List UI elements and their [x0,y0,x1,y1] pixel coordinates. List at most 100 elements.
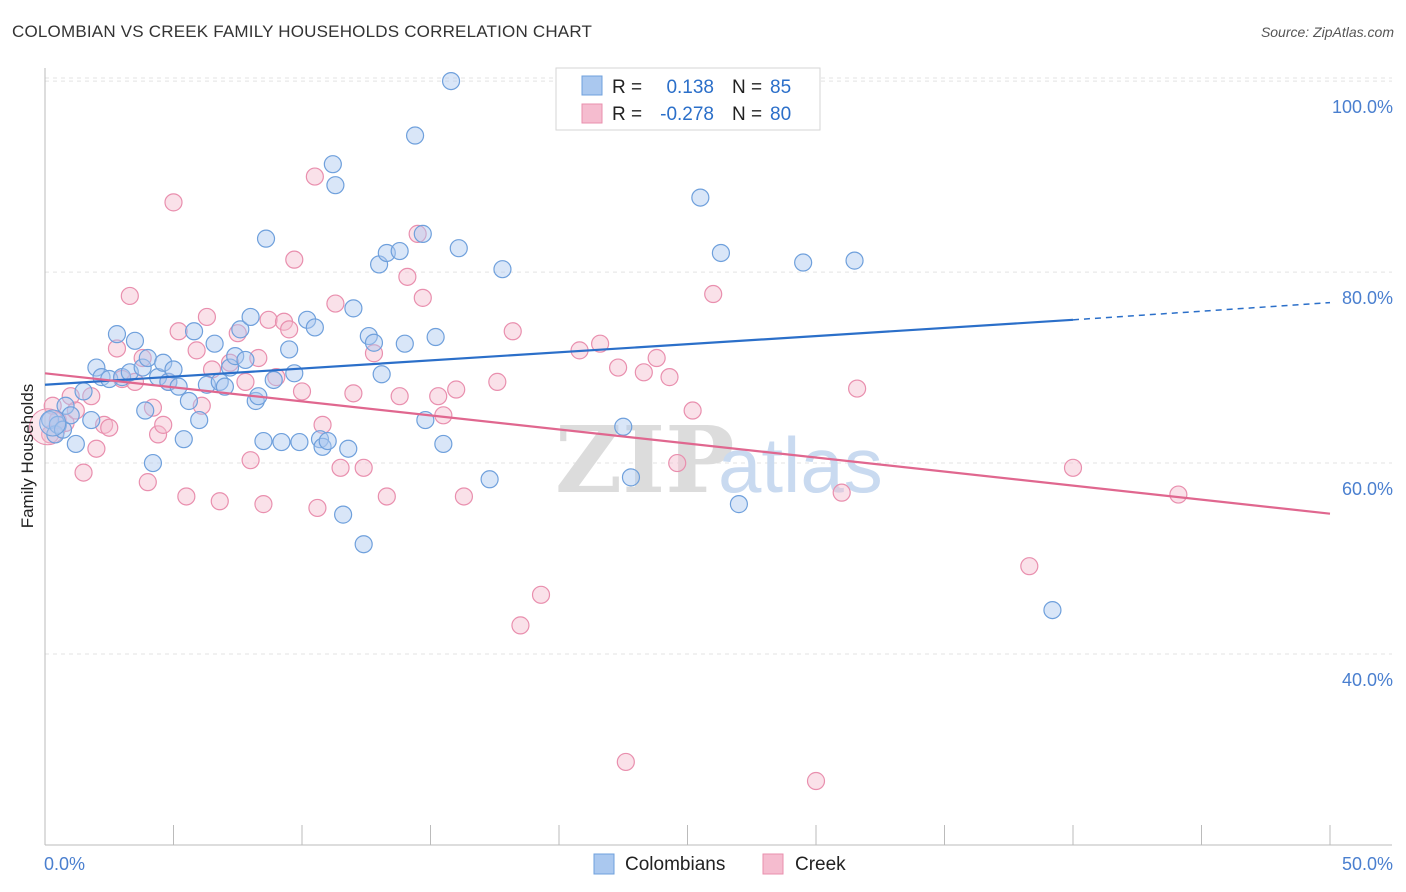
colombians-point-72 [480,470,499,489]
colombians-point-68 [426,327,445,347]
creek-point-56 [447,380,466,399]
legend-swatch-creek [762,853,784,875]
colombians-point-48 [305,318,324,337]
colombians-point-42 [264,370,283,390]
y-tick-label-1: 80.0% [1342,288,1393,308]
colombians-point-74 [614,417,633,436]
series-legend: Colombians Creek [593,853,846,875]
colombians-point-36 [236,350,255,370]
creek-point-68 [660,368,679,387]
colombians-point-53 [326,176,345,195]
stats-r-value-1: 0.138 [666,77,714,98]
colombians-point-56 [344,299,363,318]
creek-point-57 [454,487,474,506]
colombians-point-6 [66,434,85,454]
creek-point-76 [1063,458,1083,477]
y-tick-label-2: 60.0% [1342,479,1393,499]
colombians-point-37 [241,307,260,327]
colombians-point-44 [280,340,299,359]
colombians-point-47 [298,310,317,329]
axes [44,68,1392,846]
creek-point-23 [177,487,196,506]
colombians-point-23 [164,360,183,379]
creek-point-58 [488,372,507,391]
colombians-point-8 [82,410,101,430]
colombians-point-55 [339,439,358,458]
colombians-point-41 [256,229,276,248]
colombians-point-15 [125,331,145,350]
creek-point-50 [390,387,409,406]
colombians-point-25 [174,430,193,449]
colombians-point-59 [364,333,384,352]
colombians-point-71 [449,239,468,258]
colombians-point-12 [107,325,127,344]
colombians-point-78 [729,495,749,514]
creek-point-65 [616,752,635,772]
colombians-point-27 [184,322,204,341]
creek-point-71 [704,284,723,304]
creek-point-35 [259,310,278,329]
colombians-point-61 [372,365,391,384]
colombians-point-77 [711,243,731,263]
creek-point-74 [848,379,867,398]
creek-point-75 [1020,557,1039,576]
colombians-point-4 [56,396,75,415]
colombians-trend-line [44,318,1074,386]
colombians-point-19 [143,453,163,473]
colombians-point-43 [272,432,291,452]
stats-r-label-1: R = [612,77,642,98]
creek-point-22 [169,322,188,341]
colombians-point-57 [354,535,373,554]
creek-point-48 [364,344,384,363]
stats-r-label-2: R = [612,104,642,125]
creek-point-6 [74,463,93,482]
legend-label-colombians: Colombians [625,854,725,875]
watermark: ZIP atlas [555,406,883,514]
legend-swatch-colombians [593,853,615,875]
creek-point-41 [305,167,324,186]
creek-point-21 [164,193,183,212]
colombians-point-35 [231,320,250,339]
creek-point-53 [413,288,432,307]
creek-point-70 [683,401,702,420]
creek-point-18 [148,425,168,444]
creek-points [29,167,1188,791]
colombians-point-52 [323,155,342,174]
creek-point-69 [668,453,687,473]
creek-point-26 [197,307,217,327]
colombians-point-80 [845,251,864,270]
creek-point-72 [806,771,826,791]
stats-swatch-colombians [581,75,603,96]
creek-point-51 [398,267,417,286]
colombians-point-30 [205,334,224,353]
creek-point-44 [326,294,345,313]
colombians-points [39,71,1062,620]
colombians-point-65 [405,126,425,145]
creek-point-15 [133,348,152,368]
colombians-point-45 [285,364,304,383]
source-label: Source: ZipAtlas.com [1260,24,1394,40]
creek-point-59 [503,322,522,341]
colombians-point-32 [215,377,234,396]
colombians-point-26 [179,391,199,411]
y-axis-label: Family Households [18,384,37,529]
creek-point-8 [87,439,106,458]
chart-title: COLOMBIAN VS CREEK FAMILY HOUSEHOLDS COR… [12,22,593,41]
creek-point-19 [154,415,173,434]
colombians-point-75 [621,468,641,487]
creek-point-13 [120,286,139,306]
y-tick-label-0: 100.0% [1332,97,1393,117]
creek-point-46 [344,384,363,403]
creek-point-11 [107,339,127,358]
creek-point-43 [313,415,332,434]
colombians-point-18 [138,348,157,368]
stats-n-value-2: 80 [770,104,791,125]
creek-point-64 [609,358,628,377]
colombians-point-50 [313,437,332,456]
colombians-point-81 [1043,600,1062,620]
creek-point-67 [647,348,666,368]
colombians-point-21 [154,353,173,372]
creek-point-63 [591,334,610,353]
colombians-point-63 [390,241,409,261]
colombians-point-46 [290,432,309,452]
